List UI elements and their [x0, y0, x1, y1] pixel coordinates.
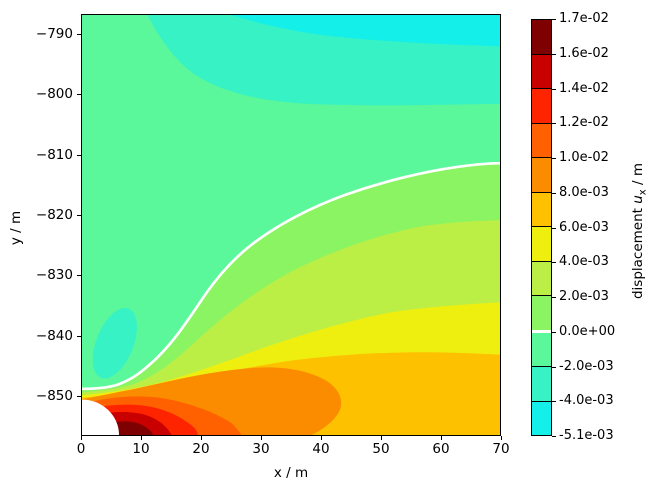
y-tick-label: −800	[35, 86, 73, 103]
y-tick-mark	[77, 275, 81, 277]
x-tick-label: 0	[76, 441, 86, 457]
colorbar-label-variable: u	[630, 195, 646, 204]
x-tick-mark	[381, 436, 382, 440]
y-tick-label: −840	[35, 327, 73, 344]
colorbar-label-unit: / m	[630, 162, 646, 190]
colorbar-tick-label: 1.6e-02	[559, 45, 609, 61]
colorbar-label-text: displacement	[630, 203, 646, 300]
y-axis-label: y / m	[8, 210, 24, 246]
x-tick-mark	[141, 436, 142, 440]
colorbar-segment	[532, 296, 551, 333]
colorbar-tick-mark	[552, 436, 556, 437]
y-tick-label: −850	[35, 387, 73, 404]
colorbar-segment	[532, 227, 551, 262]
colorbar-tick-mark	[552, 19, 556, 20]
x-tick-mark	[321, 436, 322, 440]
colorbar-tick-label: 4.0e-03	[559, 254, 609, 270]
x-tick-label: 10	[132, 441, 150, 457]
colorbar-label: displacement ux / m	[630, 146, 649, 316]
x-tick-mark	[81, 436, 82, 440]
x-tick-mark	[441, 436, 442, 440]
colorbar-tick-label: 2.0e-03	[559, 289, 609, 304]
y-tick-label: −820	[35, 206, 73, 223]
x-tick-label: 60	[432, 441, 450, 457]
colorbar-tick-label: -4.0e-03	[559, 393, 614, 409]
y-tick-mark	[77, 94, 81, 96]
colorbar-segment	[532, 332, 551, 367]
colorbar-tick-label: 8.0e-03	[559, 184, 609, 200]
x-tick-mark	[501, 436, 502, 440]
colorbar-segment	[532, 261, 551, 296]
contour-region-neg4e3-neg2e3-ellipse	[92, 308, 137, 379]
y-tick-mark	[77, 214, 81, 216]
colorbar-tick-mark	[552, 123, 556, 125]
colorbar-segment	[532, 401, 551, 435]
y-tick-mark	[77, 395, 81, 397]
colorbar-tick-mark	[552, 88, 556, 90]
colorbar-tick-label: 0.0e+00	[559, 323, 616, 339]
y-tick-label: −810	[35, 146, 73, 163]
y-tick-mark	[77, 154, 81, 156]
colorbar-tick-mark	[552, 401, 556, 403]
colorbar-segment	[532, 158, 551, 193]
y-tick-label: −790	[35, 26, 73, 42]
colorbar-tick-mark	[552, 262, 556, 264]
tunnel-opening	[82, 399, 120, 435]
x-tick-mark	[201, 436, 202, 440]
contour-region-neg51e4-neg4e3-top-right	[231, 15, 500, 47]
y-tick-label: −830	[35, 267, 73, 284]
x-tick-label: 30	[252, 441, 270, 457]
colorbar-tick-mark	[552, 366, 556, 368]
colorbar-tick-mark	[552, 331, 556, 333]
colorbar-label-subscript: x	[637, 189, 649, 196]
colorbar-tick-mark	[552, 297, 556, 298]
colorbar-tick-label: 1.4e-02	[559, 80, 609, 96]
colorbar-tick-mark	[552, 227, 556, 229]
zero-contour-line	[82, 161, 500, 391]
colorbar-segment	[532, 367, 551, 402]
colorbar-tick-mark	[552, 158, 556, 159]
colorbar-tick-mark	[552, 53, 556, 55]
contour-region-16e3-17e3	[108, 421, 154, 435]
colorbar-tick-label: 1.0e-02	[559, 150, 609, 165]
colorbar-tick-mark	[552, 192, 556, 194]
x-tick-label: 20	[192, 441, 210, 457]
y-tick-mark	[77, 335, 81, 337]
x-tick-label: 70	[492, 441, 510, 457]
colorbar-tick-label: -2.0e-03	[559, 358, 614, 374]
x-tick-mark	[261, 436, 262, 440]
colorbar-segment	[532, 192, 551, 227]
colorbar-tick-label: 6.0e-03	[559, 219, 609, 235]
contour-plot	[82, 15, 500, 435]
colorbar-tick-label: -5.1e-03	[559, 428, 614, 443]
colorbar-segment	[532, 20, 551, 55]
colorbar-segment	[532, 123, 551, 158]
colorbar-segment	[532, 54, 551, 89]
colorbar-segment	[532, 89, 551, 124]
colorbar-tick-label: 1.7e-02	[559, 11, 609, 26]
x-tick-label: 40	[312, 441, 330, 457]
x-axis-label: x / m	[273, 465, 309, 481]
colorbar	[531, 19, 552, 436]
x-tick-label: 50	[372, 441, 390, 457]
plot-area	[81, 14, 501, 436]
y-tick-mark	[77, 34, 81, 35]
colorbar-tick-label: 1.2e-02	[559, 115, 609, 131]
